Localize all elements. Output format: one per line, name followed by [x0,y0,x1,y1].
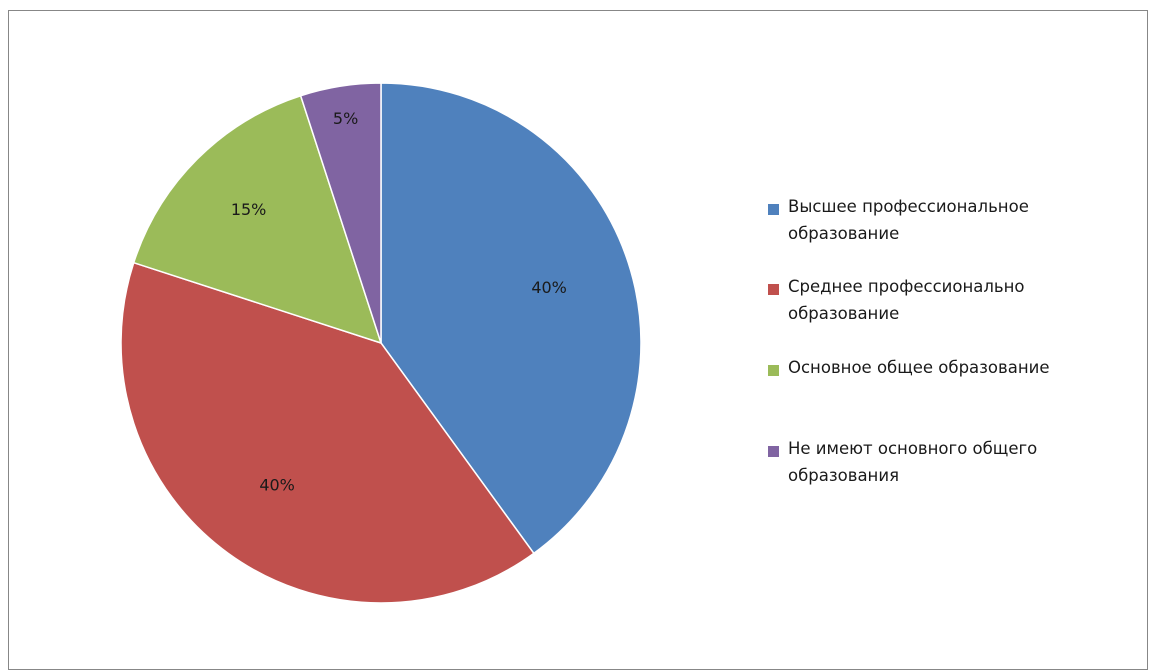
legend-swatch [768,284,779,295]
legend-label: Высшее профессиональное образование [788,197,1029,243]
legend-label: Не имеют основного общего образования [788,439,1038,485]
data-label: 40% [259,476,295,495]
legend-item-no-basic-general: Не имеют основного общего образования [768,435,1148,489]
slice-higher-professional [380,82,642,555]
legend-item-secondary-professional: Среднее профессионально образование [768,273,1148,327]
legend-item-higher-professional: Высшее профессиональное образование [768,193,1148,247]
slice-secondary-professional [120,261,535,604]
slice-basic-general [132,94,383,345]
pie-data-labels: 40% 40% 15% 5% [231,109,567,494]
legend-label: Среднее профессионально образование [788,277,1025,323]
legend-swatch [768,446,779,457]
slice-no-basic-general [299,82,382,344]
legend-swatch [768,204,779,215]
data-label: 15% [231,200,267,219]
pie-slices [120,82,642,604]
legend-label: Основное общее образование [788,358,1050,377]
legend-item-basic-general: Основное общее образование [768,354,1148,381]
data-label: 40% [531,278,567,297]
legend-swatch [768,365,779,376]
data-label: 5% [333,109,358,128]
